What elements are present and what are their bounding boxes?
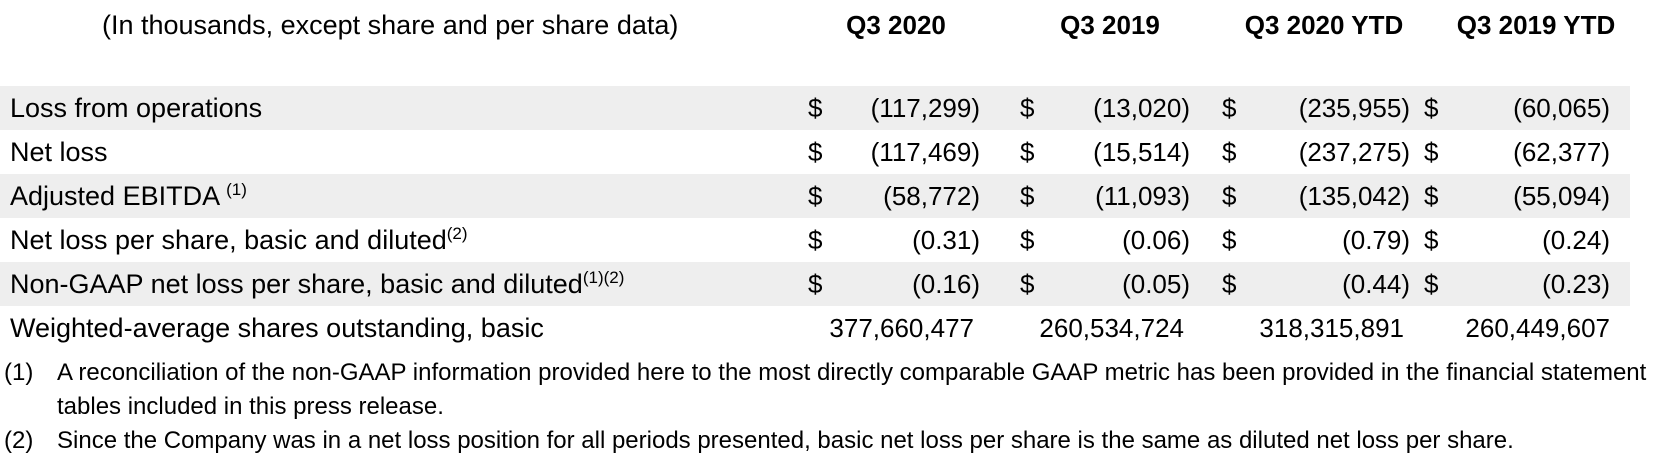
value-q3-2020-ytd: (135,042): [1298, 181, 1410, 211]
currency-symbol: $: [1020, 137, 1035, 167]
currency-symbol: $: [1222, 225, 1237, 255]
currency-symbol: $: [808, 93, 823, 123]
currency-symbol: $: [1020, 181, 1035, 211]
units-note: (In thousands, except share and per shar…: [102, 10, 679, 40]
currency-symbol: $: [808, 269, 823, 299]
value-q3-2019-ytd: (55,094): [1513, 181, 1610, 211]
value-q3-2019: (11,093): [1095, 181, 1190, 211]
currency-symbol: $: [1424, 181, 1439, 211]
currency-symbol: $: [1222, 269, 1237, 299]
currency-symbol: $: [1424, 93, 1439, 123]
currency-symbol: $: [1020, 269, 1035, 299]
table-row: Net loss per share, basic and diluted(2)…: [0, 218, 1630, 262]
currency-symbol: $: [1020, 93, 1035, 123]
footnote-number: (2): [4, 427, 34, 454]
value-q3-2020-ytd: (235,955): [1298, 93, 1410, 123]
currency-symbol: $: [1222, 93, 1237, 123]
value-q3-2019: 260,534,724: [1039, 313, 1184, 343]
financial-summary-table: Loss from operations $ (117,299) $ $ $ (…: [0, 86, 1630, 350]
table-row: Net loss $ (117,469) $ (15,514) $ (237,2…: [0, 130, 1630, 174]
footnote-text: A reconciliation of the non-GAAP informa…: [57, 359, 1647, 420]
footnote-text: Since the Company was in a net loss posi…: [57, 427, 1514, 454]
value-q3-2020-ytd: (0.79): [1342, 225, 1410, 255]
footnote: (1) A reconciliation of the non-GAAP inf…: [0, 356, 1676, 424]
row-label: Adjusted EBITDA (1): [10, 180, 247, 211]
row-label: Weighted-average shares outstanding, bas…: [10, 313, 544, 343]
currency-symbol: $: [808, 225, 823, 255]
currency-symbol: $: [1222, 137, 1237, 167]
currency-symbol: $: [1424, 225, 1439, 255]
column-header-q3-2019: Q3 2019: [1060, 10, 1160, 40]
value-q3-2019: (13,020): [1093, 93, 1190, 123]
value-q3-2020: 377,660,477: [829, 313, 974, 343]
value-q3-2019-ytd: (60,065): [1513, 93, 1610, 123]
footnote-number: (1): [4, 359, 34, 386]
table-header: (In thousands, except share and per shar…: [0, 0, 1676, 54]
value-q3-2019-ytd: (0.23): [1542, 269, 1610, 299]
row-label: Non-GAAP net loss per share, basic and d…: [10, 268, 625, 299]
footnotes: (1) A reconciliation of the non-GAAP inf…: [0, 356, 1676, 458]
currency-symbol: $: [1222, 181, 1237, 211]
currency-symbol: $: [1020, 225, 1035, 255]
row-label: Net loss per share, basic and diluted(2): [10, 224, 468, 255]
value-q3-2020: (58,772): [883, 181, 980, 211]
row-label: Net loss: [10, 137, 108, 167]
value-q3-2020: (0.16): [912, 269, 980, 299]
value-q3-2020: (117,299): [870, 93, 980, 123]
value-q3-2020: (0.31): [912, 225, 980, 255]
table-row: Loss from operations $ (117,299) $ $ $ (…: [0, 86, 1630, 130]
value-q3-2019-ytd: (62,377): [1513, 137, 1610, 167]
column-header-q3-2020: Q3 2020: [846, 10, 946, 40]
row-label: Loss from operations: [10, 93, 263, 123]
value-q3-2019-ytd: 260,449,607: [1465, 313, 1610, 343]
currency-symbol: $: [1424, 269, 1439, 299]
value-q3-2019: (0.06): [1122, 225, 1190, 255]
currency-symbol: $: [808, 181, 823, 211]
value-q3-2020: (117,469): [870, 137, 980, 167]
value-q3-2020-ytd: (237,275): [1298, 137, 1410, 167]
currency-symbol: $: [808, 137, 823, 167]
column-header-q3-2020-ytd: Q3 2020 YTD: [1244, 10, 1404, 40]
column-header-q3-2019-ytd: Q3 2019 YTD: [1456, 10, 1616, 40]
table-row: Adjusted EBITDA (1) $ (58,772) $ (11,093…: [0, 174, 1630, 218]
value-q3-2019: (15,514): [1093, 137, 1190, 167]
footnote: (2) Since the Company was in a net loss …: [0, 424, 1676, 458]
currency-symbol: $: [1424, 137, 1439, 167]
table-row: Non-GAAP net loss per share, basic and d…: [0, 262, 1630, 306]
value-q3-2019: (0.05): [1122, 269, 1190, 299]
table-row: Weighted-average shares outstanding, bas…: [0, 306, 1630, 350]
value-q3-2020-ytd: 318,315,891: [1259, 313, 1404, 343]
value-q3-2020-ytd: (0.44): [1342, 269, 1410, 299]
value-q3-2019-ytd: (0.24): [1542, 225, 1610, 255]
